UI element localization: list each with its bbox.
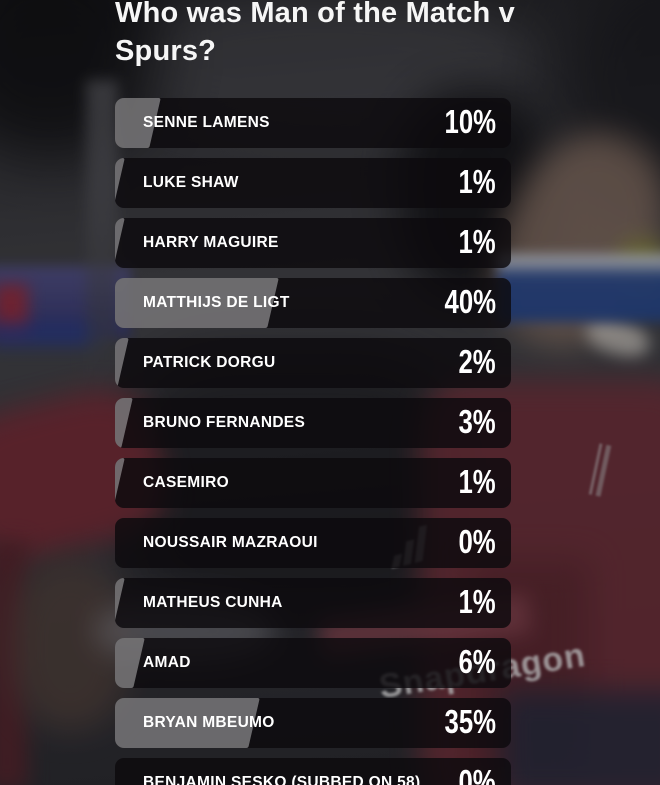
bg-navy-bottom-right [500, 690, 660, 785]
vote-share-fill [115, 158, 125, 208]
bg-led-band-right [498, 254, 660, 322]
vote-percentage: 2% [458, 343, 496, 381]
poll-option-row[interactable]: MATHEUS CUNHA 1% [115, 578, 511, 628]
bg-red-left-edge [0, 540, 28, 785]
vote-percentage: 1% [458, 163, 496, 201]
vote-share-fill [115, 338, 129, 388]
vote-percentage: 35% [444, 703, 496, 741]
vote-percentage: 10% [444, 103, 496, 141]
vote-percentage: 0% [458, 763, 496, 785]
player-name: MATTHIJS DE LIGT [143, 294, 290, 311]
player-name: AMAD [143, 654, 191, 671]
vote-percentage: 1% [458, 583, 496, 621]
player-name: PATRICK DORGU [143, 354, 276, 371]
vote-share-fill [115, 398, 133, 448]
bg-dark-top-right [560, 0, 660, 220]
player-name: BENJAMIN SESKO (SUBBED ON 58) [143, 774, 421, 785]
bg-wristband [581, 310, 654, 364]
poll-option-row[interactable]: PATRICK DORGU 2% [115, 338, 511, 388]
player-name: HARRY MAGUIRE [143, 234, 279, 251]
poll-question: Who was Man of the Match v Spurs? [115, 0, 515, 67]
vote-percentage: 40% [444, 283, 496, 321]
vote-share-fill [115, 638, 145, 688]
vote-share-fill [115, 458, 125, 508]
vote-percentage: 1% [458, 463, 496, 501]
player-name: CASEMIRO [143, 474, 229, 491]
poll-option-row[interactable]: BENJAMIN SESKO (SUBBED ON 58) 0% [115, 758, 511, 785]
bg-yellow-patch [618, 240, 660, 302]
bg-led-band-left [0, 266, 130, 338]
vote-share-fill [115, 218, 125, 268]
player-name: LUKE SHAW [143, 174, 239, 191]
poll-option-row[interactable]: MATTHIJS DE LIGT 40% [115, 278, 511, 328]
bg-red-flag-left [0, 284, 28, 334]
vote-percentage: 6% [458, 643, 496, 681]
poll-option-row[interactable]: LUKE SHAW 1% [115, 158, 511, 208]
player-name: BRUNO FERNANDES [143, 414, 306, 431]
player-name: MATHEUS CUNHA [143, 594, 283, 611]
poll-option-row[interactable]: BRYAN MBEUMO 35% [115, 698, 511, 748]
poll-option-row[interactable]: BRUNO FERNANDES 3% [115, 398, 511, 448]
poll-option-row[interactable]: SENNE LAMENS 10% [115, 98, 511, 148]
bg-gray-column [86, 80, 118, 640]
poll-option-row[interactable]: AMAD 6% [115, 638, 511, 688]
bg-collar-stripe [588, 443, 612, 497]
poll-option-row[interactable]: NOUSSAIR MAZRAOUI 0% [115, 518, 511, 568]
bg-navy-under-band [0, 322, 100, 348]
player-name: SENNE LAMENS [143, 114, 270, 131]
vote-percentage: 3% [458, 403, 496, 441]
vote-percentage: 1% [458, 223, 496, 261]
player-name: NOUSSAIR MAZRAOUI [143, 534, 318, 551]
poll-options-list: SENNE LAMENS 10% LUKE SHAW 1% HARRY MAGU… [115, 98, 511, 785]
vote-percentage: 0% [458, 523, 496, 561]
player-name: BRYAN MBEUMO [143, 714, 275, 731]
poll-option-row[interactable]: CASEMIRO 1% [115, 458, 511, 508]
poll-option-row[interactable]: HARRY MAGUIRE 1% [115, 218, 511, 268]
bg-hand-left [10, 560, 130, 730]
vote-share-fill [115, 578, 125, 628]
